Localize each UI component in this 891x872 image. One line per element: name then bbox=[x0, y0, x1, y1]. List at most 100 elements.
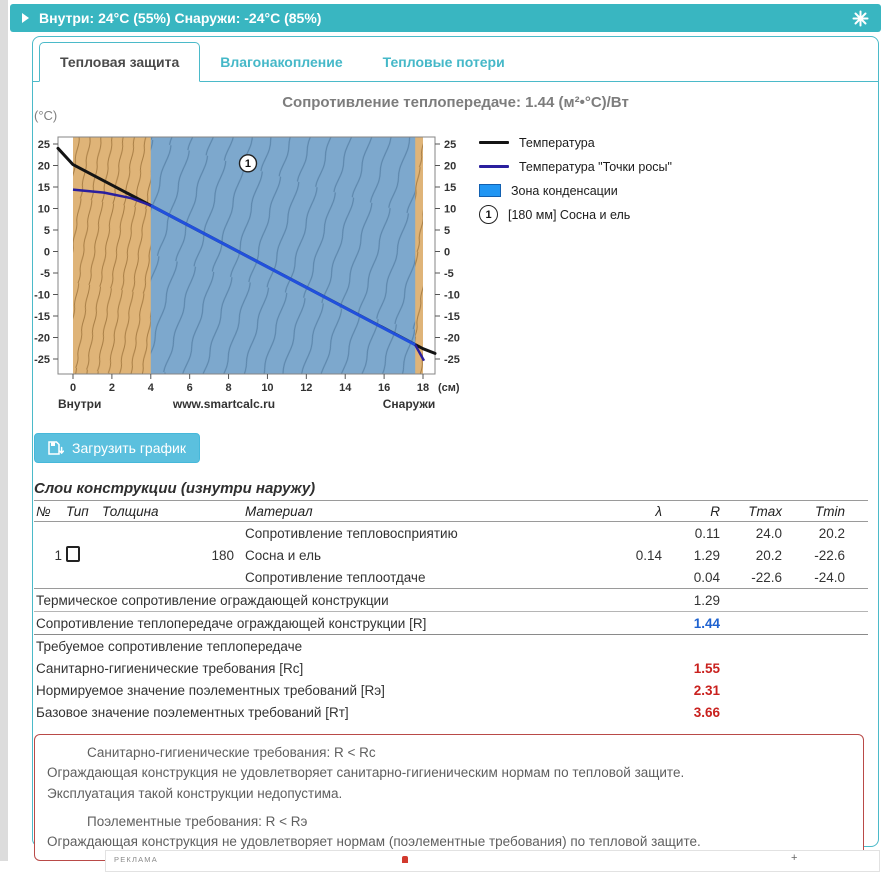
column-header: R bbox=[710, 503, 720, 519]
column-header: Tmax bbox=[748, 503, 782, 519]
expand-arrow-icon[interactable] bbox=[22, 13, 29, 23]
condensation-zone bbox=[150, 137, 416, 374]
cell-num: 1 bbox=[54, 547, 62, 563]
x-tick-label: 18 bbox=[417, 382, 429, 394]
cell-type bbox=[64, 544, 100, 566]
summary-label: Требуемое сопротивление теплопередаче bbox=[36, 638, 303, 654]
y-tick-label: -5 bbox=[444, 268, 454, 280]
content-card: Тепловая защита Влагонакопление Тепловые п… bbox=[32, 36, 879, 862]
y-tick-label: 10 bbox=[38, 204, 50, 216]
cell-r: 0.04 bbox=[693, 569, 720, 585]
cell-lambda: 0.14 bbox=[635, 547, 662, 563]
y-tick-label: 10 bbox=[444, 204, 456, 216]
outside-label: Снаружи bbox=[383, 397, 435, 411]
y-tick-label: 0 bbox=[44, 247, 50, 259]
legend-line-swatch bbox=[479, 165, 509, 168]
ad-plus-icon: + bbox=[791, 852, 798, 864]
summary-label: Сопротивление теплопередаче ограждающей … bbox=[36, 615, 427, 631]
column-header: Тип bbox=[66, 503, 89, 519]
download-chart-label: Загрузить график bbox=[72, 440, 186, 456]
chart-title: Сопротивление теплопередаче: 1.44 (м²•°С… bbox=[282, 94, 629, 111]
warning-line: Санитарно-гигиенические требования: R < … bbox=[87, 745, 376, 760]
y-tick-label: -20 bbox=[34, 333, 50, 345]
summary-value: 3.66 bbox=[693, 704, 720, 720]
x-tick-label: 4 bbox=[148, 382, 155, 394]
tab-active[interactable]: Тепловая защита bbox=[39, 42, 201, 82]
y-tick-label: -10 bbox=[34, 290, 50, 302]
summary-spacer bbox=[722, 657, 868, 679]
cell-tmin: -24.0 bbox=[814, 569, 845, 585]
cell-material: Сосна и ель bbox=[245, 547, 321, 563]
snowflake-icon bbox=[852, 10, 869, 26]
ad-label: РЕКЛАМА bbox=[114, 855, 158, 864]
column-header: Толщина bbox=[102, 503, 159, 519]
x-tick-label: 6 bbox=[187, 382, 193, 394]
legend-item: Температура "Точки росы" bbox=[479, 159, 672, 174]
tab-inactive[interactable]: Тепловые потери bbox=[382, 54, 505, 70]
legend-item: 1 [180 мм] Сосна и ель bbox=[479, 205, 672, 224]
layer-marker-label: 1 bbox=[245, 158, 251, 170]
dewpoint-line bbox=[72, 188, 152, 207]
column-header: Tmin bbox=[815, 503, 845, 519]
warning-line: Эксплуатация такой конструкции недопусти… bbox=[47, 785, 343, 801]
y-tick-label: 15 bbox=[444, 182, 456, 194]
x-tick-label: 14 bbox=[339, 382, 352, 394]
summary-value: 1.55 bbox=[693, 660, 720, 676]
x-tick-label: 12 bbox=[300, 382, 312, 394]
y-tick-label: 25 bbox=[444, 139, 456, 151]
cell-material: Сопротивление теплоотдаче bbox=[245, 569, 426, 585]
x-tick-label: 2 bbox=[109, 382, 115, 394]
cell-tmin: -22.6 bbox=[814, 547, 845, 563]
warning-line: Ограждающая конструкция не удовлетворяет… bbox=[47, 765, 685, 781]
summary-spacer bbox=[722, 701, 868, 723]
summary-row: Сопротивление теплопередаче ограждающей … bbox=[34, 612, 868, 635]
warning-line: Поэлементные требования: R < Rэ bbox=[87, 813, 308, 829]
cell-r: 1.29 bbox=[693, 547, 720, 563]
cell-tmin: 20.2 bbox=[818, 525, 845, 541]
layer-type-icon[interactable] bbox=[66, 545, 80, 562]
cell-spacer bbox=[847, 544, 868, 566]
cell-tmax: 24.0 bbox=[755, 525, 782, 541]
summary-row: Нормируемое значение поэлементных требов… bbox=[34, 679, 868, 701]
legend-label: [180 мм] Сосна и ель bbox=[508, 207, 631, 222]
cell-tmax: -22.6 bbox=[751, 569, 782, 585]
download-chart-button[interactable]: Загрузить график bbox=[34, 433, 200, 463]
summary-row: Требуемое сопротивление теплопередаче bbox=[34, 635, 868, 658]
summary-value: 1.44 bbox=[693, 615, 720, 631]
y-tick-label: 5 bbox=[44, 225, 50, 237]
summary-spacer bbox=[722, 589, 868, 612]
legend-layer-marker: 1 bbox=[479, 205, 498, 224]
layer-marker bbox=[238, 154, 258, 173]
cell-num bbox=[34, 566, 64, 589]
y-tick-label: 15 bbox=[38, 182, 50, 194]
legend-label: Температура "Точки росы" bbox=[519, 159, 672, 174]
table-header-row: № Тип Толщина Материал λ R Tmax Tmin bbox=[34, 501, 868, 522]
cell-material: Сопротивление тепловосприятию bbox=[245, 525, 458, 541]
summary-label: Базовое значение поэлементных требований… bbox=[36, 704, 349, 720]
y-tick-label: -25 bbox=[444, 354, 460, 366]
y-tick-label: -15 bbox=[444, 311, 460, 323]
inside-label: Внутри bbox=[58, 397, 101, 411]
y-tick-label: 25 bbox=[38, 139, 50, 151]
tab-bar: Тепловая защита Влагонакопление Тепловые п… bbox=[33, 37, 878, 82]
column-header: Материал bbox=[245, 503, 313, 519]
x-axis-unit: (см) bbox=[438, 382, 460, 394]
summary-label: Санитарно-гигиенические требования [Rc] bbox=[36, 660, 304, 676]
cell-thickness bbox=[100, 522, 236, 545]
cell-tmax: 20.2 bbox=[755, 547, 782, 563]
conditions-header-bar[interactable]: Внутри: 24°С (55%) Снаружи: -24°С (85%) bbox=[10, 4, 881, 32]
x-tick-label: 8 bbox=[225, 382, 231, 394]
summary-spacer bbox=[722, 679, 868, 701]
legend-item: Зона конденсации bbox=[479, 183, 672, 198]
summary-row: Базовое значение поэлементных требований… bbox=[34, 701, 868, 723]
table-row: Сопротивление теплоотдаче 0.04 -22.6 -24.0 bbox=[34, 566, 868, 589]
cell-lambda bbox=[624, 566, 664, 589]
summary-spacer bbox=[722, 612, 868, 635]
cell-num bbox=[34, 522, 64, 545]
tab-inactive[interactable]: Влагонакопление bbox=[220, 54, 343, 70]
summary-label: Термическое сопротивление ограждающей ко… bbox=[36, 592, 389, 608]
cell-type bbox=[64, 566, 100, 589]
legend-line-swatch bbox=[479, 141, 509, 144]
cell-spacer bbox=[847, 566, 868, 589]
